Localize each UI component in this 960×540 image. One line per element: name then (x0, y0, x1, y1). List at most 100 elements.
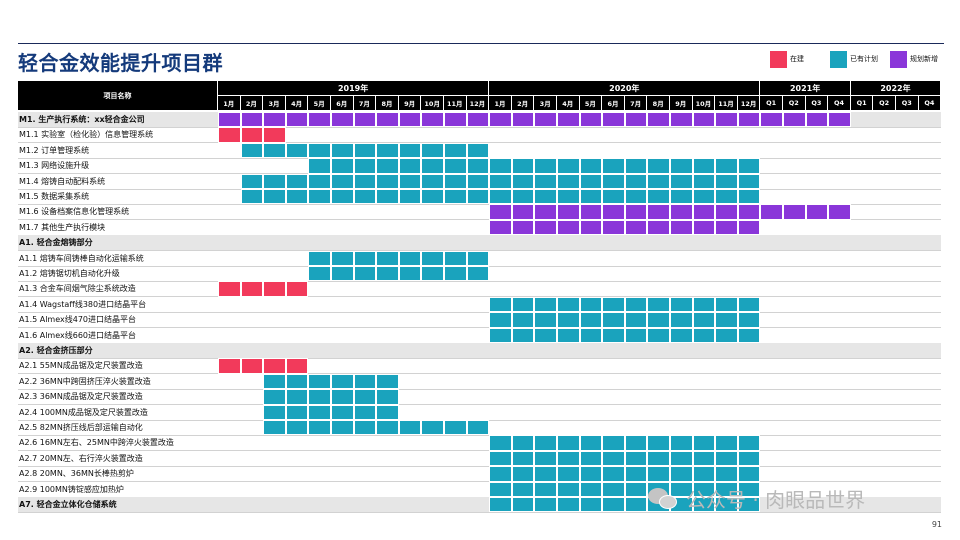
project-label: A2.7 20MN左、右行淬火装置改造 (19, 453, 143, 463)
gantt-cell-new (624, 112, 648, 128)
project-label: M1.2 订单管理系统 (19, 145, 90, 155)
gantt-cell-building (218, 281, 241, 297)
year-header: 2020年 (489, 81, 760, 95)
year-header: 2019年 (218, 81, 489, 95)
page-title: 轻合金效能提升项目群 (18, 51, 223, 75)
gantt-cell-planned (715, 296, 738, 313)
gantt-cell-planned (737, 466, 761, 482)
period-header: 11月 (715, 96, 737, 110)
gantt-cell-planned (331, 389, 354, 405)
gantt-cell-planned (353, 373, 377, 390)
gantt-cell-planned (331, 173, 354, 189)
gantt-cell-planned (647, 466, 670, 482)
section-row-background (18, 343, 942, 359)
gantt-cell-planned (692, 481, 716, 497)
legend-swatch (890, 50, 907, 68)
gantt-cell-planned (557, 450, 580, 467)
year-header: 2021年 (760, 81, 850, 95)
gantt-cell-planned (240, 189, 264, 205)
gantt-cell-planned (579, 450, 603, 467)
gantt-cell-planned (353, 404, 377, 420)
gantt-cell-new (737, 219, 761, 236)
gantt-cell-planned (421, 158, 444, 174)
period-header: 5月 (579, 96, 602, 110)
gantt-cell-planned (557, 173, 580, 189)
gantt-cell-new (715, 112, 738, 128)
gantt-cell-planned (489, 173, 512, 189)
legend-label: 已有计划 (850, 55, 878, 63)
gantt-cell-planned (331, 158, 354, 174)
gantt-cell-planned (579, 497, 603, 513)
row-divider (18, 296, 942, 298)
gantt-cell-new (353, 112, 377, 128)
gantt-cell-planned (308, 420, 331, 436)
gantt-cell-planned (737, 481, 761, 497)
period-header: 10月 (421, 96, 443, 110)
gantt-cell-new (511, 204, 535, 220)
period-header: 5月 (308, 96, 330, 110)
gantt-cell-new (783, 112, 806, 128)
period-header: 9月 (398, 96, 421, 110)
gantt-cell-planned (376, 250, 399, 266)
gantt-cell-planned (511, 158, 535, 174)
gantt-cell-planned (353, 173, 377, 189)
gantt-cell-planned (376, 173, 399, 189)
gantt-cell-planned (715, 481, 738, 497)
gantt-cell-planned (715, 158, 738, 174)
gantt-cell-planned (647, 312, 670, 328)
gantt-cell-planned (421, 420, 444, 436)
gantt-cell-planned (511, 481, 535, 497)
gantt-cell-planned (624, 327, 648, 343)
gantt-cell-planned (376, 373, 399, 390)
period-header: 6月 (331, 96, 353, 110)
row-divider (18, 404, 942, 406)
gantt-cell-planned (715, 327, 738, 343)
gantt-cell-planned (624, 173, 648, 189)
gantt-cell-planned (376, 389, 399, 405)
period-header: 8月 (647, 96, 669, 110)
gantt-cell-building (263, 358, 286, 374)
gantt-cell-new (421, 112, 444, 128)
period-header: 12月 (466, 96, 489, 110)
row-divider (18, 280, 942, 282)
section-label: A1. 轻合金熔铸部分 (19, 238, 93, 248)
period-header: 12月 (737, 96, 760, 110)
gantt-cell-planned (579, 173, 603, 189)
gantt-cell-planned (670, 327, 693, 343)
gantt-cell-planned (353, 250, 377, 266)
top-rule (18, 43, 944, 44)
gantt-cell-planned (534, 450, 557, 467)
gantt-cell-planned (331, 189, 354, 205)
project-label: A1.4 Wagstaff线380进口结晶平台 (19, 299, 147, 309)
gantt-cell-new (624, 219, 648, 236)
gantt-cell-planned (285, 404, 309, 420)
gantt-cell-planned (489, 450, 512, 467)
gantt-cell-planned (692, 173, 716, 189)
gantt-cell-planned (647, 435, 670, 451)
gantt-cell-planned (444, 266, 467, 282)
wechat-icon (648, 486, 678, 512)
gantt-cell-planned (579, 312, 603, 328)
gantt-cell-planned (579, 296, 603, 313)
gantt-cell-planned (602, 435, 625, 451)
row-divider (18, 481, 942, 483)
gantt-cell-planned (444, 158, 467, 174)
gantt-cell-planned (511, 435, 535, 451)
gantt-cell-new (715, 204, 738, 220)
row-divider (18, 219, 942, 221)
gantt-cell-planned (579, 189, 603, 205)
gantt-cell-planned (692, 327, 716, 343)
gantt-cell-planned (624, 296, 648, 313)
gantt-cell-new (692, 204, 716, 220)
gantt-cell-planned (534, 296, 557, 313)
gantt-cell-building (263, 281, 286, 297)
gantt-cell-planned (670, 466, 693, 482)
period-header: 8月 (376, 96, 398, 110)
gantt-cell-new (737, 204, 761, 220)
gantt-cell-new (602, 112, 625, 128)
gantt-cell-building (240, 127, 264, 143)
gantt-cell-new (692, 112, 716, 128)
gantt-cell-planned (511, 450, 535, 467)
gantt-cell-new (511, 112, 535, 128)
gantt-cell-planned (263, 142, 286, 159)
